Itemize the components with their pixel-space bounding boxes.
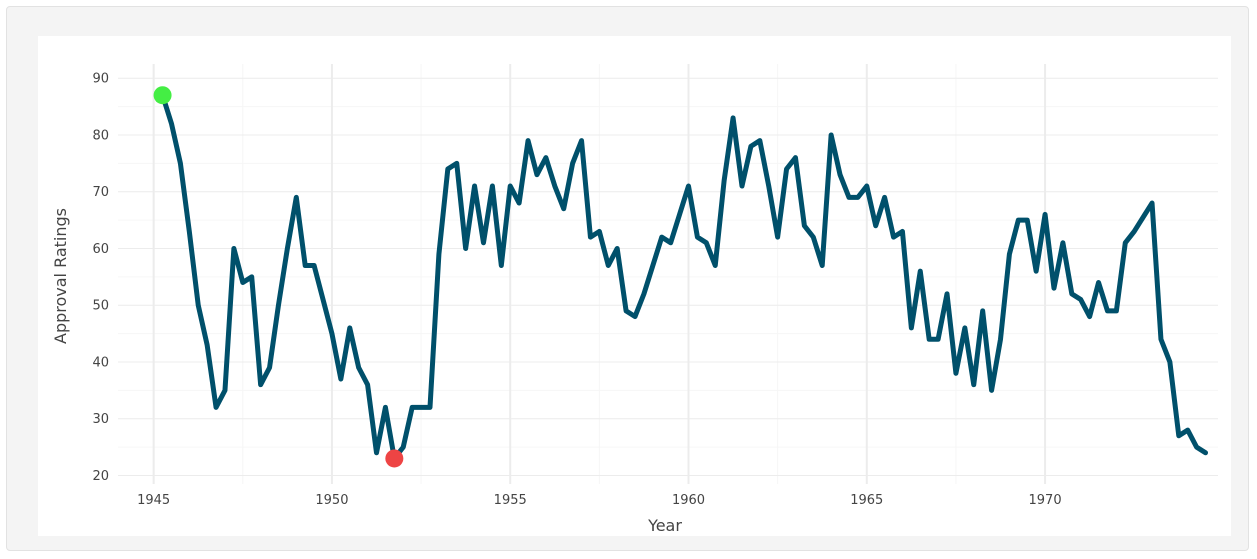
- x-tick-label: 1960: [672, 493, 705, 508]
- x-tick-label: 1950: [315, 493, 348, 508]
- y-tick-label: 60: [92, 242, 109, 257]
- y-tick-label: 20: [92, 469, 109, 484]
- y-axis-title: Approval Ratings: [51, 208, 70, 344]
- y-tick-label: 40: [92, 355, 109, 370]
- y-tick-labels: 20 30 40 50 60 70 80 90: [92, 72, 109, 484]
- minor-gridlines: [118, 64, 1218, 484]
- chart-panel: 20 30 40 50 60 70 80 90 1945 1950 1955 1960 1965 197…: [38, 36, 1231, 536]
- highlight-markers: [153, 86, 404, 468]
- x-tick-label: 1965: [850, 493, 883, 508]
- chart-card: 20 30 40 50 60 70 80 90 1945 1950 1955 1960 1965 197…: [6, 6, 1249, 551]
- y-tick-label: 70: [92, 185, 109, 200]
- y-tick-label: 50: [92, 299, 109, 314]
- x-tick-labels: 1945 1950 1955 1960 1965 1970: [137, 493, 1062, 508]
- major-gridlines: [118, 64, 1218, 484]
- y-tick-label: 30: [92, 412, 109, 427]
- highlight-marker[interactable]: [385, 449, 404, 468]
- approval-line-chart: 20 30 40 50 60 70 80 90 1945 1950 1955 1960 1965 197…: [51, 64, 1218, 535]
- x-tick-label: 1955: [494, 493, 527, 508]
- x-axis-title: Year: [647, 516, 682, 535]
- highlight-marker[interactable]: [153, 86, 172, 105]
- y-tick-label: 90: [92, 72, 109, 87]
- x-tick-label: 1970: [1029, 493, 1062, 508]
- approval-series-line: [160, 92, 1209, 461]
- y-tick-label: 80: [92, 128, 109, 143]
- x-tick-label: 1945: [137, 493, 170, 508]
